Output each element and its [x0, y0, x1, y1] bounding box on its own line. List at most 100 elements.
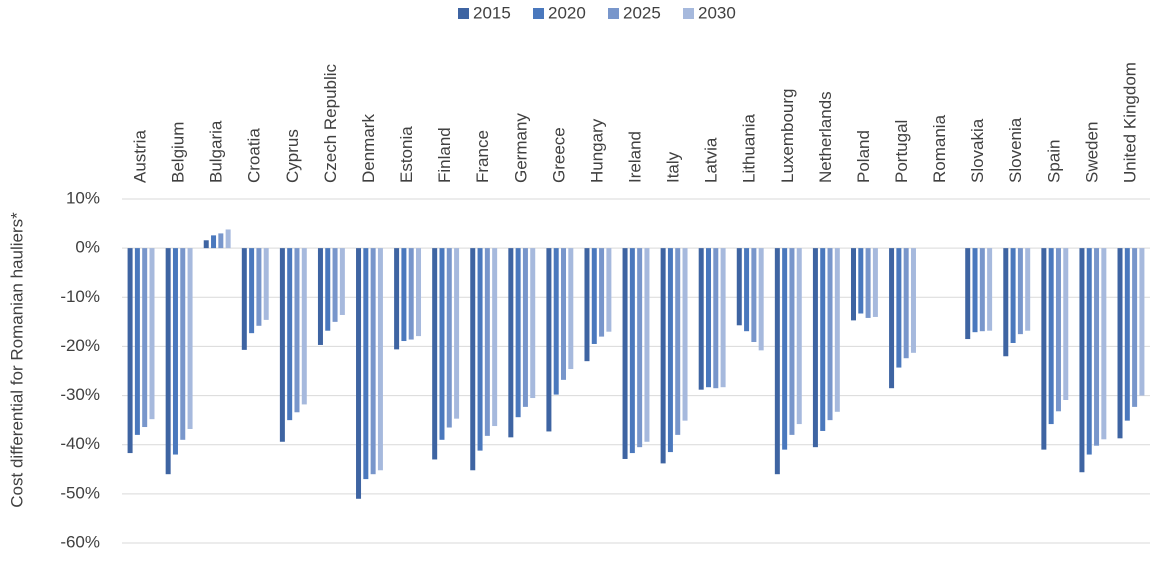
legend-label: 2025: [623, 3, 661, 22]
bar: [584, 248, 590, 362]
bar: [889, 248, 895, 389]
y-tick-label: 0%: [75, 238, 100, 257]
bar: [394, 248, 400, 350]
x-tick-label: Estonia: [397, 126, 416, 183]
bar: [1010, 248, 1016, 343]
bar: [332, 248, 338, 322]
x-tick-label: Bulgaria: [207, 120, 226, 183]
bar: [172, 248, 178, 455]
x-tick-label: Romania: [930, 114, 949, 183]
x-tick-label: Greece: [549, 127, 568, 183]
bar: [705, 248, 711, 388]
bar: [127, 248, 133, 454]
bar: [546, 248, 552, 432]
legend-swatch: [458, 8, 469, 19]
bar: [515, 248, 521, 418]
bar: [789, 248, 795, 435]
y-axis-label: Cost differential for Romanian hauliers*: [7, 212, 26, 508]
bar: [637, 248, 643, 448]
bar: [263, 248, 269, 320]
bar: [294, 248, 300, 413]
bar: [241, 248, 247, 350]
bar: [339, 248, 345, 315]
bar: [211, 235, 217, 249]
bar: [820, 248, 826, 431]
bar: [1117, 248, 1123, 439]
bar: [325, 248, 331, 331]
bar: [622, 248, 628, 459]
y-tick-label: -10%: [60, 287, 100, 306]
bar: [432, 248, 438, 460]
bar: [165, 248, 171, 475]
bar: [356, 248, 362, 499]
bar: [508, 248, 514, 438]
bar: [744, 248, 750, 332]
x-tick-label: Sweden: [1082, 122, 1101, 183]
bar: [834, 248, 840, 412]
y-tick-label: 10%: [66, 188, 100, 207]
x-tick-label: Cyprus: [283, 129, 302, 183]
legend-swatch: [683, 8, 694, 19]
bar: [972, 248, 978, 333]
bar: [667, 248, 673, 453]
bar: [591, 248, 597, 344]
bar: [865, 248, 871, 318]
bar: [850, 248, 856, 321]
bar: [568, 248, 574, 370]
bar: [698, 248, 704, 390]
legend-label: 2030: [698, 3, 736, 22]
legend-swatch: [608, 8, 619, 19]
x-tick-label: Germany: [511, 113, 530, 183]
bar: [682, 248, 688, 421]
bar: [446, 248, 452, 428]
bar: [1079, 248, 1085, 473]
bar: [1101, 248, 1107, 440]
bar: [782, 248, 788, 450]
x-tick-label: Lithuania: [740, 113, 759, 183]
x-tick-label: Ireland: [625, 131, 644, 183]
legend-swatch: [533, 8, 544, 19]
bar: [774, 248, 780, 475]
bar: [751, 248, 757, 343]
bar: [606, 248, 612, 332]
x-tick-label: Croatia: [245, 128, 264, 183]
legend-label: 2020: [548, 3, 586, 22]
y-tick-label: -40%: [60, 434, 100, 453]
bar: [1017, 248, 1023, 335]
x-tick-label: Czech Republic: [321, 63, 340, 183]
bar: [370, 248, 376, 475]
y-tick-label: -60%: [60, 532, 100, 551]
bar: [1063, 248, 1069, 400]
x-tick-label: Portugal: [892, 120, 911, 183]
bar: [629, 248, 635, 454]
y-tick-label: -30%: [60, 385, 100, 404]
x-tick-label: Italy: [664, 151, 683, 183]
bar: [1041, 248, 1047, 450]
bar: [470, 248, 476, 471]
bar: [812, 248, 818, 448]
bar: [377, 248, 383, 471]
bar: [256, 248, 262, 326]
x-tick-label: Austria: [131, 130, 150, 183]
x-tick-label: Spain: [1044, 140, 1063, 183]
bar: [675, 248, 681, 435]
x-tick-label: Belgium: [169, 122, 188, 183]
bar: [758, 248, 764, 351]
x-tick-label: Poland: [854, 130, 873, 183]
bar: [287, 248, 293, 421]
x-tick-label: Latvia: [702, 137, 721, 183]
bar: [987, 248, 993, 331]
bar: [279, 248, 285, 442]
bar: [553, 248, 559, 395]
bar: [599, 248, 605, 337]
bar: [561, 248, 567, 380]
bar: [530, 248, 536, 399]
bar: [1086, 248, 1092, 455]
bar: [903, 248, 909, 359]
bar: [979, 248, 985, 332]
bar: [142, 248, 148, 428]
bar: [858, 248, 864, 314]
bar: [827, 248, 833, 421]
x-tick-label: Netherlands: [816, 91, 835, 183]
bar: [965, 248, 971, 340]
